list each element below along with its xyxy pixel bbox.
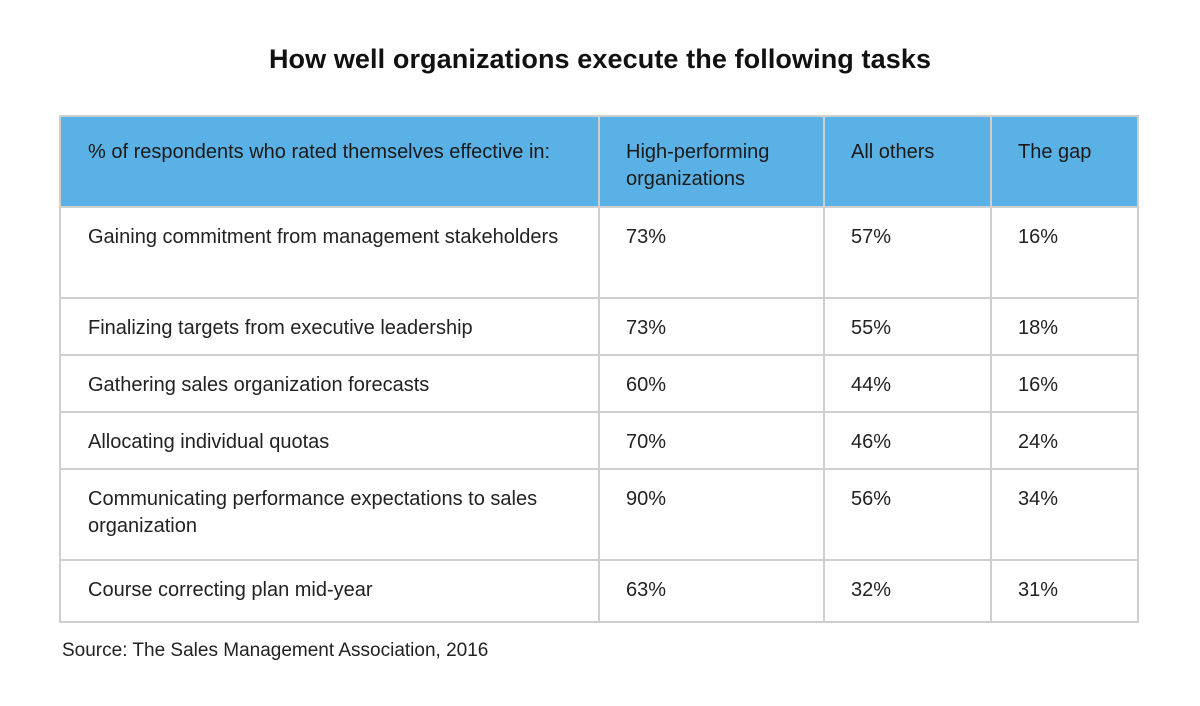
source-note: Source: The Sales Management Association… [62, 640, 489, 661]
high-performing-cell: 73% [598, 206, 825, 299]
column-header-all-others: All others [823, 115, 992, 208]
high-performing-cell: 90% [598, 468, 825, 561]
table-row: Gathering sales organization forecasts 6… [59, 354, 1139, 413]
column-header-task: % of respondents who rated themselves ef… [59, 115, 600, 208]
page-title: How well organizations execute the follo… [268, 44, 932, 74]
high-performing-cell: 73% [598, 297, 825, 356]
all-others-cell: 44% [823, 354, 992, 413]
all-others-cell: 56% [823, 468, 992, 561]
column-header-gap: The gap [990, 115, 1139, 208]
all-others-cell: 55% [823, 297, 992, 356]
table-row: Communicating performance expectations t… [59, 468, 1139, 561]
task-cell: Communicating performance expectations t… [59, 468, 600, 561]
table-row: Allocating individual quotas 70% 46% 24% [59, 411, 1139, 470]
all-others-cell: 57% [823, 206, 992, 299]
table-header-row: % of respondents who rated themselves ef… [59, 115, 1139, 208]
table-row: Gaining commitment from management stake… [59, 206, 1139, 299]
column-header-high-performing: High-performing organizations [598, 115, 825, 208]
table-row: Course correcting plan mid-year 63% 32% … [59, 559, 1139, 623]
task-cell: Allocating individual quotas [59, 411, 600, 470]
high-performing-cell: 60% [598, 354, 825, 413]
table-row: Finalizing targets from executive leader… [59, 297, 1139, 356]
gap-cell: 18% [990, 297, 1139, 356]
data-table: % of respondents who rated themselves ef… [59, 115, 1139, 623]
gap-cell: 24% [990, 411, 1139, 470]
gap-cell: 16% [990, 206, 1139, 299]
task-cell: Gathering sales organization forecasts [59, 354, 600, 413]
task-cell: Finalizing targets from executive leader… [59, 297, 600, 356]
high-performing-cell: 70% [598, 411, 825, 470]
gap-cell: 34% [990, 468, 1139, 561]
all-others-cell: 46% [823, 411, 992, 470]
gap-cell: 16% [990, 354, 1139, 413]
gap-cell: 31% [990, 559, 1139, 623]
task-cell: Course correcting plan mid-year [59, 559, 600, 623]
all-others-cell: 32% [823, 559, 992, 623]
task-cell: Gaining commitment from management stake… [59, 206, 600, 299]
high-performing-cell: 63% [598, 559, 825, 623]
